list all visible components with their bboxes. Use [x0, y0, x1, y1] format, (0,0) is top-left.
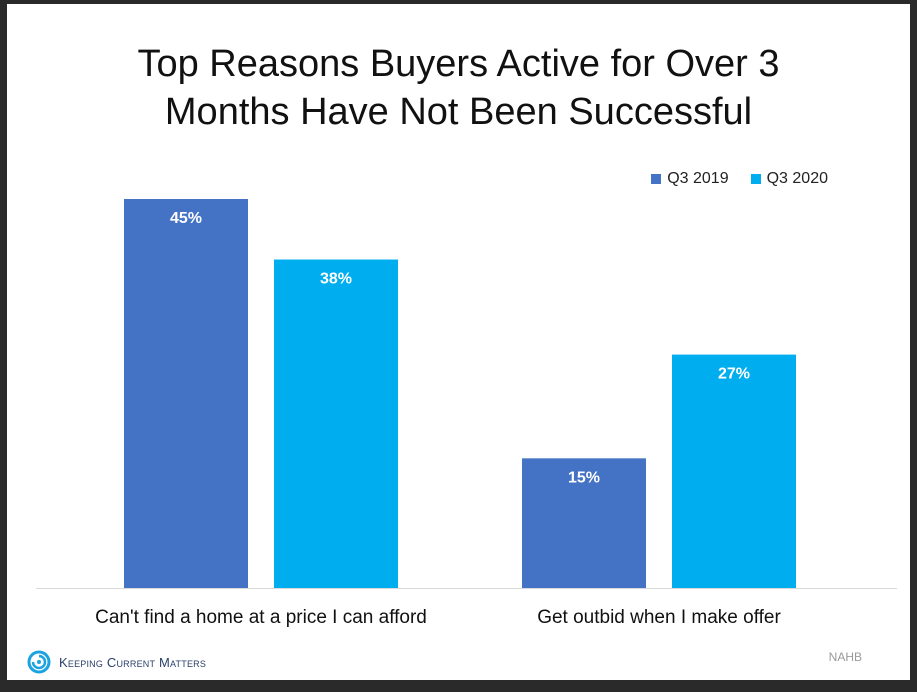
logo-text: Keeping Current Matters	[59, 654, 207, 670]
chart-title: Top Reasons Buyers Active for Over 3 Mon…	[7, 40, 910, 136]
source-label: NAHB	[828, 650, 862, 664]
data-label-q3-2019-1: 15%	[568, 469, 600, 486]
legend-item-q3-2020: Q3 2020	[750, 170, 828, 188]
bar-q3-2020-1	[672, 354, 796, 588]
legend: Q3 2019 Q3 2020	[651, 170, 828, 188]
chart-title-line-1: Top Reasons Buyers Active for Over 3	[137, 43, 780, 85]
bar-q3-2020-0	[274, 259, 398, 588]
legend-swatch-q3-2020	[750, 174, 761, 184]
data-label-q3-2019-0: 45%	[170, 210, 202, 227]
chart-title-line-2: Months Have Not Been Successful	[164, 91, 753, 133]
legend-label-q3-2019: Q3 2019	[667, 170, 729, 187]
data-label-q3-2020-1: 27%	[718, 366, 750, 383]
category-label-0: Can't find a home at a price I can affor…	[95, 607, 427, 628]
legend-swatch-q3-2019	[651, 174, 662, 184]
slide: Top Reasons Buyers Active for Over 3 Mon…	[7, 4, 910, 680]
legend-item-q3-2019: Q3 2019	[651, 170, 729, 188]
swirl-logo-icon	[27, 650, 51, 674]
category-label-1: Get outbid when I make offer	[537, 607, 781, 628]
bar-chart: 45% 38% Can't find a home at a price I can…	[36, 199, 897, 628]
legend-label-q3-2020: Q3 2020	[766, 170, 828, 187]
bar-q3-2019-1	[522, 458, 646, 588]
data-label-q3-2020-0: 38%	[320, 271, 352, 288]
keeping-current-matters-logo: Keeping Current Matters	[27, 650, 206, 674]
bar-q3-2019-0	[124, 199, 248, 588]
